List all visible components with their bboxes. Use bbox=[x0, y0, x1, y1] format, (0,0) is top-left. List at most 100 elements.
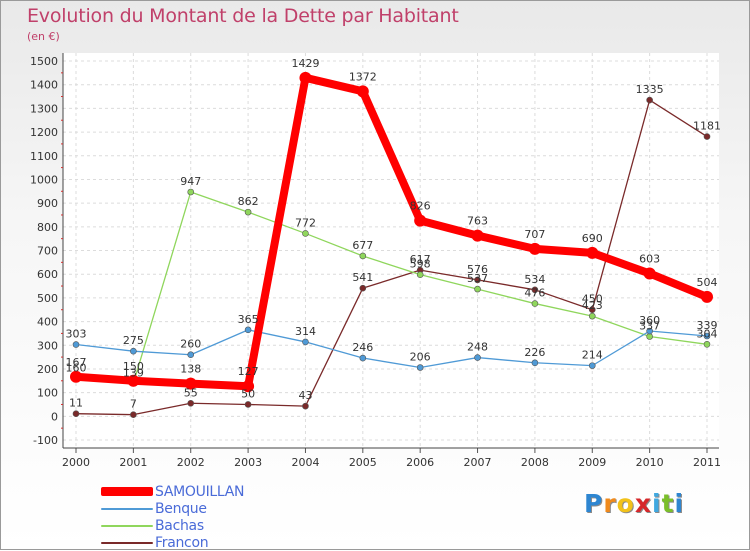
x-tick-label: 2008 bbox=[521, 456, 549, 469]
data-label-samouillan: 826 bbox=[410, 200, 431, 213]
data-label-benque: 360 bbox=[639, 314, 660, 327]
chart-title: Evolution du Montant de la Dette par Hab… bbox=[27, 5, 459, 27]
data-point-benque bbox=[130, 347, 137, 355]
y-tick-label: 300 bbox=[37, 339, 58, 352]
data-label-bachas: 139 bbox=[123, 366, 144, 379]
y-tick-label: 1300 bbox=[30, 102, 58, 115]
data-point-francon bbox=[244, 401, 252, 408]
data-label-samouillan: 504 bbox=[697, 276, 718, 289]
data-point-francon bbox=[130, 411, 137, 418]
data-point-bachas bbox=[359, 252, 367, 260]
data-point-benque bbox=[359, 354, 367, 362]
data-label-benque: 248 bbox=[467, 341, 488, 354]
data-point-bachas bbox=[531, 300, 539, 307]
y-tick-label: 0 bbox=[51, 410, 58, 423]
proxiti-logo: Proxiti bbox=[584, 489, 684, 518]
data-point-samouillan bbox=[414, 214, 427, 227]
data-point-bachas bbox=[302, 230, 309, 237]
data-label-samouillan: 603 bbox=[639, 252, 660, 265]
data-point-samouillan bbox=[127, 374, 140, 387]
data-label-benque: 365 bbox=[238, 313, 259, 326]
data-point-francon bbox=[187, 399, 195, 407]
data-label-bachas: 160 bbox=[66, 361, 87, 374]
data-label-francon: 541 bbox=[352, 271, 373, 284]
series-line-benque bbox=[75, 329, 708, 369]
data-label-samouillan: 127 bbox=[238, 365, 259, 378]
data-label-benque: 206 bbox=[410, 351, 431, 364]
data-point-francon bbox=[588, 306, 596, 314]
data-point-benque bbox=[588, 362, 596, 369]
data-label-francon: 450 bbox=[582, 293, 603, 306]
x-tick-label: 2004 bbox=[291, 456, 319, 469]
data-point-samouillan bbox=[356, 85, 369, 98]
data-label-samouillan: 763 bbox=[467, 215, 488, 228]
legend-label-samouillan: SAMOUILLAN bbox=[155, 483, 245, 500]
data-label-bachas: 598 bbox=[410, 258, 431, 271]
data-point-francon bbox=[531, 286, 539, 294]
data-point-benque bbox=[646, 327, 653, 335]
data-label-bachas: 337 bbox=[639, 319, 660, 332]
x-tick-label: 2010 bbox=[636, 456, 664, 469]
data-label-bachas: 677 bbox=[352, 239, 373, 252]
x-tick-label: 2000 bbox=[62, 456, 90, 469]
y-tick-label: 100 bbox=[37, 387, 58, 400]
y-tick-label: 1400 bbox=[30, 79, 58, 92]
data-point-samouillan bbox=[586, 246, 599, 259]
data-label-bachas: 947 bbox=[180, 175, 201, 188]
y-tick-label: 900 bbox=[37, 197, 58, 210]
data-label-samouillan: 690 bbox=[582, 232, 603, 245]
data-point-samouillan bbox=[701, 290, 713, 303]
y-tick-label: 400 bbox=[37, 316, 58, 329]
legend-swatch-bachas bbox=[101, 524, 153, 527]
y-tick-label: 1200 bbox=[30, 126, 58, 139]
legend-item-bachas: Bachas bbox=[101, 517, 244, 534]
x-tick-label: 2007 bbox=[464, 456, 492, 469]
data-label-benque: 226 bbox=[524, 346, 545, 359]
data-label-bachas: 304 bbox=[697, 327, 718, 340]
data-point-bachas bbox=[187, 188, 195, 196]
data-label-francon: 1335 bbox=[636, 83, 664, 96]
data-point-francon bbox=[646, 96, 653, 104]
data-label-benque: 246 bbox=[352, 341, 373, 354]
legend-swatch-benque bbox=[101, 507, 153, 510]
data-point-samouillan bbox=[299, 71, 312, 84]
legend-item-samouillan: SAMOUILLAN bbox=[101, 483, 244, 500]
data-label-bachas: 423 bbox=[582, 299, 603, 312]
y-tick-label: 600 bbox=[37, 268, 58, 281]
x-tick-label: 2011 bbox=[693, 456, 721, 469]
data-label-samouillan: 707 bbox=[524, 228, 545, 241]
data-point-bachas bbox=[588, 312, 596, 320]
data-point-benque bbox=[474, 354, 481, 361]
legend: SAMOUILLAN Benque Bachas Francon bbox=[101, 483, 244, 551]
data-point-benque bbox=[72, 341, 80, 348]
data-point-benque bbox=[244, 326, 252, 334]
data-label-benque: 303 bbox=[66, 328, 87, 341]
x-tick-label: 2006 bbox=[406, 456, 434, 469]
logo-letter: x bbox=[634, 489, 652, 518]
data-label-bachas: 537 bbox=[467, 272, 488, 285]
data-point-bachas bbox=[474, 285, 481, 293]
logo-letter: t bbox=[661, 489, 675, 518]
data-label-francon: 55 bbox=[184, 386, 198, 399]
y-tick-label: 1000 bbox=[30, 173, 58, 186]
logo-letter: r bbox=[603, 489, 617, 518]
logo-letter: o bbox=[616, 489, 635, 518]
legend-item-francon: Francon bbox=[101, 534, 244, 551]
data-label-francon: 534 bbox=[524, 273, 545, 286]
x-tick-label: 2003 bbox=[234, 456, 262, 469]
series-line-bachas bbox=[75, 191, 708, 385]
data-point-francon bbox=[72, 410, 80, 418]
series-line-francon bbox=[75, 99, 708, 416]
data-point-samouillan bbox=[70, 370, 82, 383]
y-tick-label: -100 bbox=[33, 434, 58, 447]
logo-letter: i bbox=[652, 489, 662, 518]
legend-label-bachas: Bachas bbox=[155, 517, 204, 534]
data-label-samouillan: 167 bbox=[66, 356, 87, 369]
data-point-benque bbox=[703, 332, 711, 340]
data-point-francon bbox=[302, 402, 309, 410]
data-label-francon: 7 bbox=[130, 398, 137, 411]
y-tick-label: 1500 bbox=[30, 55, 58, 68]
data-point-bachas bbox=[416, 271, 424, 278]
